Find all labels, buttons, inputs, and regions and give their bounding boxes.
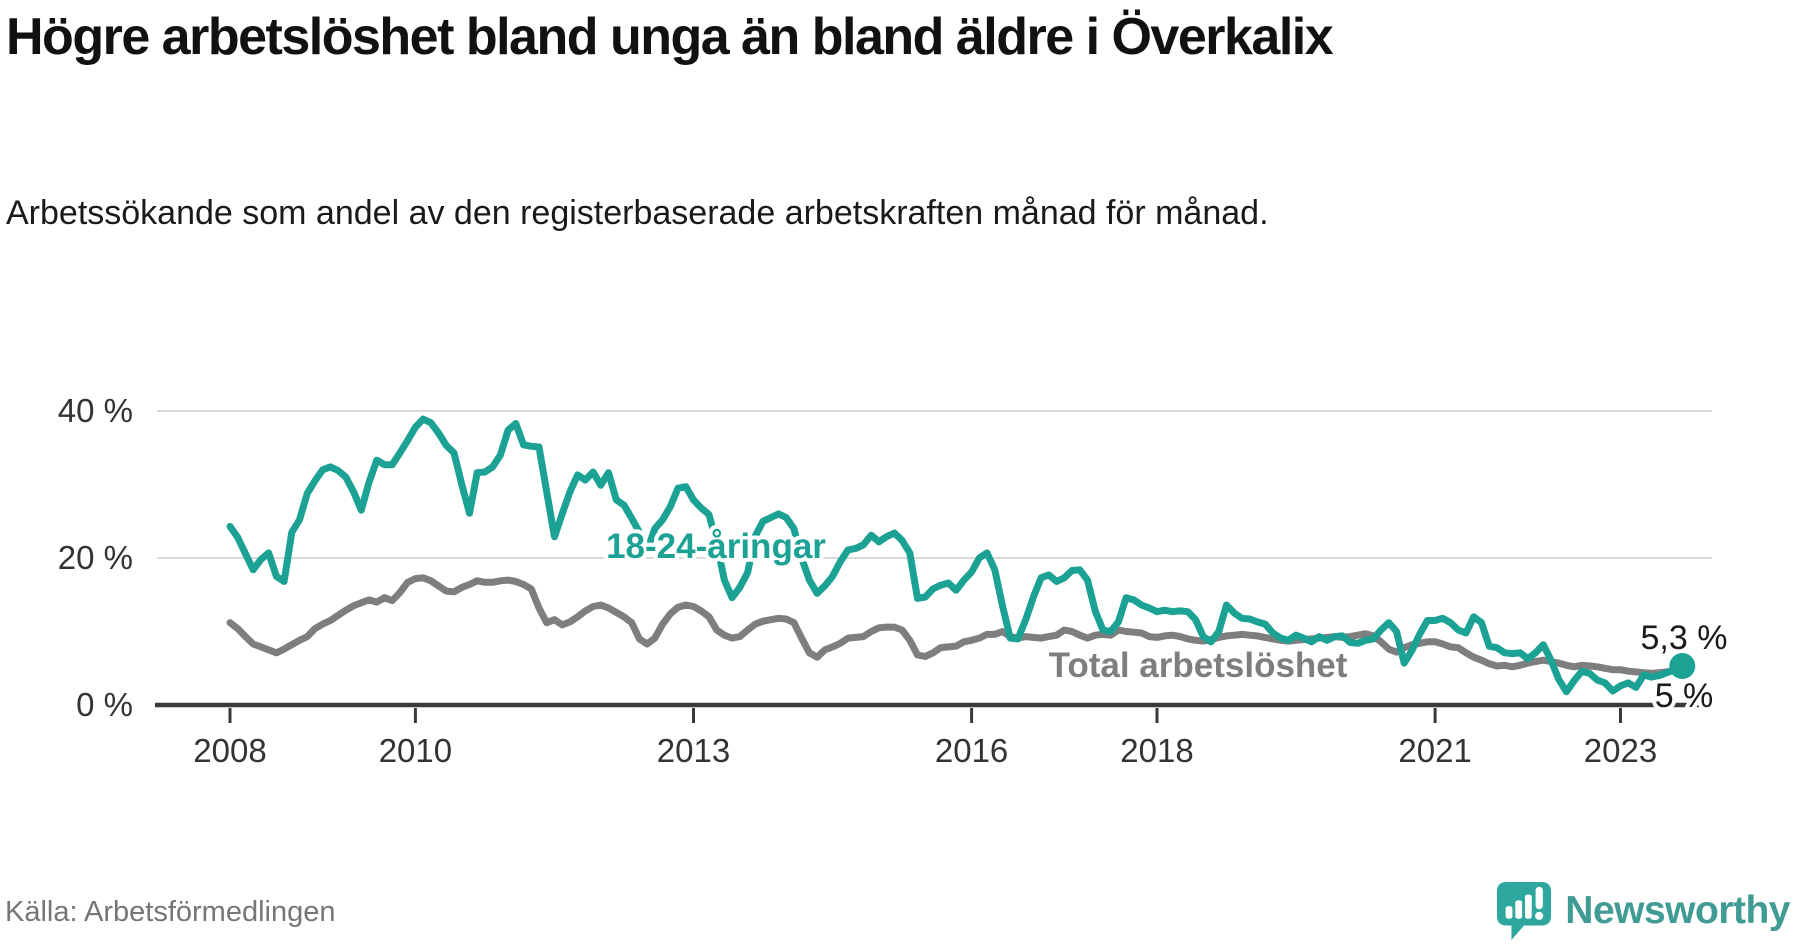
x-tick-label: 2023 xyxy=(1584,732,1657,769)
end-value-label-total: 5 % xyxy=(1655,677,1714,715)
newsworthy-logo: Newsworthy xyxy=(1495,880,1790,942)
y-tick-label: 0 % xyxy=(76,686,133,723)
x-tick-label: 2008 xyxy=(193,732,266,769)
series-line-18-24 xyxy=(226,415,1686,696)
y-tick-label: 20 % xyxy=(58,539,133,576)
x-tick-label: 2010 xyxy=(379,732,452,769)
latest-point-marker xyxy=(1669,653,1696,680)
chart-subtitle: Arbetssökande som andel av den registerb… xyxy=(6,194,1269,232)
series-label-total: Total arbetslöshet xyxy=(1049,646,1348,685)
y-tick-label: 40 % xyxy=(58,392,133,429)
page-title: Högre arbetslöshet bland unga än bland ä… xyxy=(6,8,1334,66)
x-tick-label: 2016 xyxy=(935,732,1008,769)
x-tick-label: 2013 xyxy=(657,732,730,769)
x-tick-label: 2021 xyxy=(1398,732,1471,769)
end-value-label-18-24: 5,3 % xyxy=(1641,619,1728,657)
line-chart-svg: 2008 2010 2013 2016 2018 2021 2023 0 % 20 % 40 % T… xyxy=(58,392,1732,769)
x-tick-label: 2018 xyxy=(1120,732,1193,769)
unemployment-line-chart: 2008 2010 2013 2016 2018 2021 2023 0 % 20 % 40 % T… xyxy=(0,325,1800,805)
series-line-total xyxy=(226,574,1686,677)
newsworthy-wordmark: Newsworthy xyxy=(1565,889,1790,932)
speech-bubble-bar-chart-icon xyxy=(1497,882,1552,940)
series-label-18-24: 18-24-åringar xyxy=(606,527,826,566)
source-note: Källa: Arbetsförmedlingen xyxy=(5,896,336,928)
